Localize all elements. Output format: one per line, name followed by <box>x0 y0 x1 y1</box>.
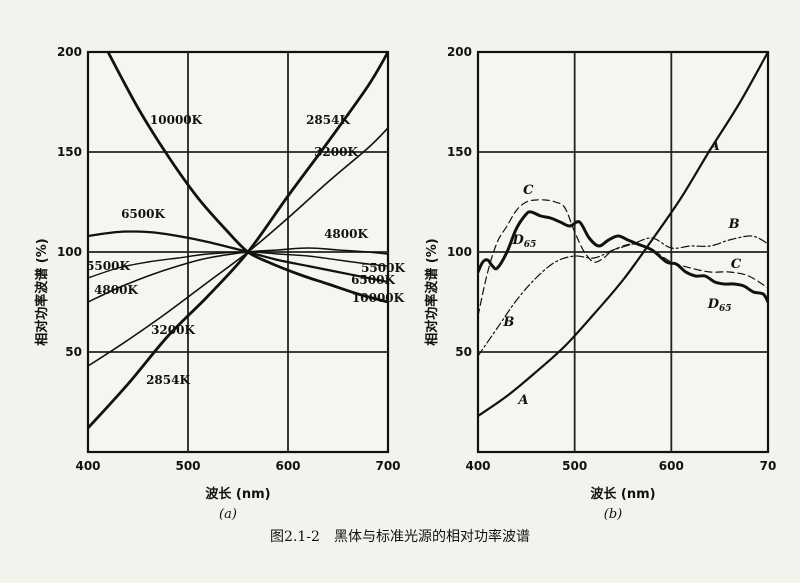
panel-a-y-axis-label: 相对功率波谱 (%) <box>34 238 50 345</box>
panel-a-curve-label: 5500K <box>86 259 130 273</box>
panel-a-curve-label: 6500K <box>121 207 165 221</box>
panel-a-y-tick-label: 50 <box>65 345 82 359</box>
panel-a-sublabel: (a) <box>219 507 237 522</box>
panel-a-curve-label: 10000K <box>150 113 203 127</box>
panel-b-curve-label: B <box>502 315 514 330</box>
panel-b-x-axis-label: 波长 (nm) <box>590 486 655 502</box>
panel-a-curve-label: 5500K <box>361 261 405 275</box>
panel-b-series-line-b <box>478 235 768 357</box>
panel-b-series-line-a <box>478 52 768 418</box>
panel-b-curve-label: C <box>523 183 534 198</box>
panel-b-x-tick-label: 600 <box>659 459 684 473</box>
panel-b-y-tick-label: 100 <box>447 245 472 259</box>
panel-b-curve-label: C <box>731 257 742 272</box>
panel-b-curve-label: A <box>516 393 528 408</box>
panel-a-y-tick-label: 150 <box>57 145 82 159</box>
panel-a-curve-label: 2854K <box>146 373 190 387</box>
panel-a-curve-label: 10000K <box>352 291 405 305</box>
panel-b-y-axis-label: 相对功率波谱 (%) <box>424 238 440 345</box>
panel-b-y-tick-label: 50 <box>455 345 472 359</box>
panel-a-x-tick-label: 500 <box>175 459 200 473</box>
panel-b-chart: 50 100 150 200 400 500 600 70 相对功率波谱 (%) 波长 (nm) (… <box>424 45 776 522</box>
panel-b-curve-label: D65 <box>511 233 536 250</box>
panel-a-y-tick-label: 200 <box>57 45 82 59</box>
panel-b-series-line-c <box>478 199 768 317</box>
panel-a-series-line-2854k <box>88 52 388 430</box>
panel-a-curve-label: 4800K <box>94 283 138 297</box>
panel-b-x-tick-label: 70 <box>760 459 777 473</box>
panel-a-chart: 50 100 150 200 400 500 600 700 相对功率波谱 (%) 波长 (nm)… <box>34 45 405 522</box>
panel-b-x-tick-label: 400 <box>465 459 490 473</box>
panel-a-x-axis-label: 波长 (nm) <box>205 486 270 502</box>
panel-a-curve-label: 6500K <box>351 273 395 287</box>
panel-b-sublabel: (b) <box>604 507 622 522</box>
panel-b-series-line-d65 <box>478 210 768 304</box>
panel-a-curve-label: 2854K <box>306 113 350 127</box>
panel-a-x-tick-label: 600 <box>275 459 300 473</box>
panel-b-curve-label: D65 <box>707 297 732 314</box>
panel-a-y-tick-label: 100 <box>57 245 82 259</box>
panel-a-curve-label: 3200K <box>314 145 358 159</box>
panel-a-x-tick-label: 400 <box>75 459 100 473</box>
panel-b-x-tick-label: 500 <box>562 459 587 473</box>
panel-b-y-tick-label: 150 <box>447 145 472 159</box>
figure-caption: 图2.1-2 黑体与标准光源的相对功率波谱 <box>270 528 530 545</box>
panel-a-x-tick-label: 700 <box>375 459 400 473</box>
panel-b-curve-label: A <box>708 139 720 154</box>
panel-b-curve-label: B <box>728 217 740 232</box>
panel-a-curve-label: 3200K <box>151 323 195 337</box>
panel-b-y-tick-label: 200 <box>447 45 472 59</box>
panel-a-curve-label: 4800K <box>324 227 368 241</box>
